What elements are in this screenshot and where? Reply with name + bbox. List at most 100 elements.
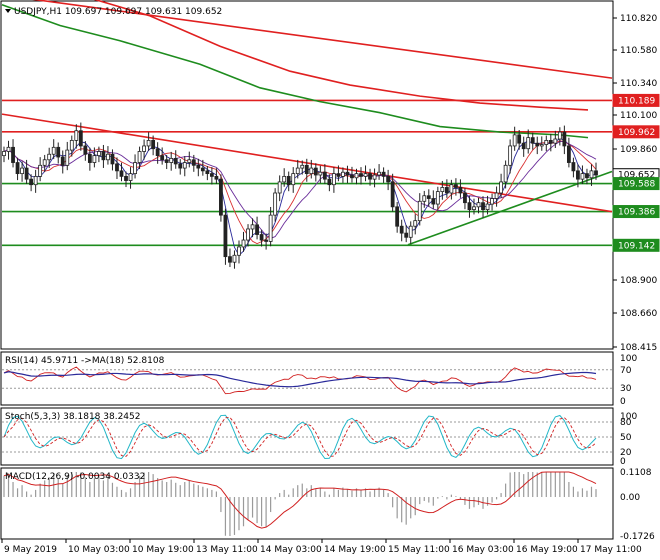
candle-body <box>97 151 101 157</box>
candle-body <box>182 162 187 169</box>
price-label-text: 110.189 <box>618 96 655 106</box>
rsi-indicator: 100 70 30 0 <box>2 354 637 407</box>
candle-body <box>173 157 178 165</box>
candle-body <box>124 175 128 181</box>
candle-body <box>386 175 391 183</box>
candle-body <box>282 175 287 183</box>
stoch-main-line <box>3 414 597 460</box>
resistance-trendline-upper <box>32 0 613 79</box>
candle-body <box>322 171 327 180</box>
candle-body <box>259 234 264 241</box>
stoch-tick-label: 20 <box>620 448 632 458</box>
rsi-title: RSI(14) 45.9711 ->MA(18) 52.8108 <box>5 356 165 366</box>
candle-body <box>209 173 214 177</box>
price-tick-label: 109.860 <box>620 145 657 155</box>
price-tick-label: 110.580 <box>620 46 657 56</box>
candle-body <box>191 159 196 166</box>
candle-body <box>151 139 156 150</box>
candle-body <box>169 157 174 163</box>
price-axis: 110.820 110.580 110.340 110.100 109.860 109.6… <box>612 14 660 353</box>
candle-body <box>327 178 332 186</box>
candle-body <box>413 220 418 227</box>
time-axis: 9 May 2019 10 May 03:00 10 May 19:00 13 May… <box>1 539 642 555</box>
candle-body <box>33 175 38 186</box>
candle-body <box>255 224 259 235</box>
candle-body <box>74 130 79 141</box>
candle-body <box>133 162 137 175</box>
candle-body <box>277 181 282 194</box>
candle-body <box>350 174 354 179</box>
candle-body <box>78 130 83 147</box>
symbol-title: USDJPY,H1 109.697 109.697 109.631 109.65… <box>14 7 222 17</box>
price-tick-label: 108.900 <box>620 276 657 286</box>
candle-body <box>503 164 508 183</box>
candle-body <box>6 146 11 152</box>
candle-body <box>440 187 445 193</box>
candle-body <box>237 246 241 256</box>
price-tick-label: 110.820 <box>620 14 657 24</box>
candle-body <box>576 170 580 180</box>
macd-indicator: 0.1108 0.00 -0.1726 <box>3 468 655 542</box>
stoch-tick-label: 100 <box>620 412 637 422</box>
candle-body <box>128 173 133 181</box>
candle-body <box>562 131 567 147</box>
candle-body <box>142 145 146 152</box>
candle-body <box>594 170 598 176</box>
candle-body <box>309 167 314 175</box>
macd-tick-label: -0.1726 <box>620 532 655 542</box>
candle-body <box>291 173 296 186</box>
price-label-text: 109.588 <box>618 180 655 190</box>
candle-body <box>585 173 589 179</box>
candle-body <box>20 167 24 175</box>
candle-body <box>331 173 336 186</box>
candle-body <box>444 187 449 194</box>
dropdown-triangle-icon[interactable] <box>5 9 11 13</box>
candle-body <box>205 170 210 175</box>
candle-body <box>521 142 526 150</box>
price-tick-label: 110.340 <box>620 79 657 89</box>
candle-body <box>106 153 110 161</box>
macd-panel-frame <box>0 467 614 540</box>
price-tick-label: 110.100 <box>620 111 657 121</box>
candle-body <box>264 239 269 242</box>
candle-body <box>422 195 427 202</box>
candle-body <box>499 181 503 194</box>
candle-body <box>223 214 228 258</box>
candle-body <box>164 159 169 163</box>
candle-body <box>160 155 165 161</box>
price-label-text: 109.386 <box>618 208 655 218</box>
candle-body <box>11 146 15 163</box>
candle-body <box>246 228 250 241</box>
candle-body <box>404 232 409 238</box>
candle-body <box>571 162 576 172</box>
candle-body <box>24 167 29 180</box>
candle-body <box>530 137 535 144</box>
time-tick-label: 15 May 11:00 <box>388 545 450 555</box>
candle-body <box>539 144 544 147</box>
candle-body <box>535 142 540 147</box>
price-label-box <box>612 205 660 219</box>
macd-signal-line <box>3 471 597 529</box>
candle-body <box>517 134 522 144</box>
candle-body <box>390 181 395 208</box>
candle-body <box>431 198 436 205</box>
price-overlays <box>1 0 613 256</box>
candle-body <box>15 162 20 175</box>
candle-body <box>363 173 368 177</box>
price-candles <box>2 122 598 269</box>
macd-title: MACD(12,26,9) -0.0034 0.0332 <box>5 472 145 482</box>
price-label-box <box>612 125 660 139</box>
candle-body <box>435 191 440 205</box>
macd-tick-label: 0.1108 <box>620 468 652 478</box>
candle-body <box>286 175 291 186</box>
candle-body <box>553 138 558 144</box>
price-label-box <box>612 93 660 107</box>
candle-body <box>38 164 43 177</box>
candle-body <box>589 170 594 179</box>
candle-body <box>526 137 531 150</box>
candle-body <box>196 164 201 169</box>
price-tick-label: 108.415 <box>620 343 657 353</box>
candle-body <box>214 175 219 180</box>
candle-body <box>481 202 485 210</box>
